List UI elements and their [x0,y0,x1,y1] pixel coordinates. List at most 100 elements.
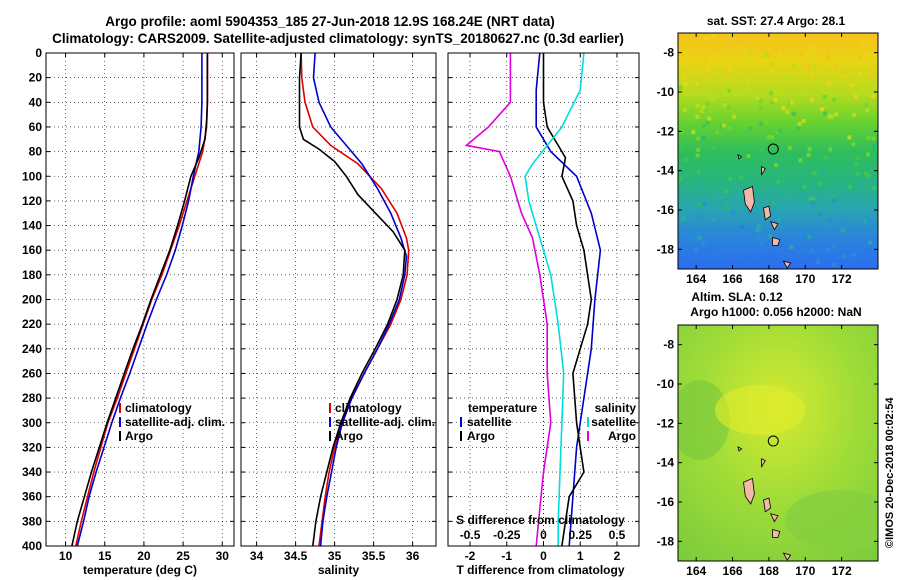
sst-pixel [832,263,837,267]
sst-pixel [781,106,786,111]
island-landmass [782,260,792,269]
map-x-tick-label: 172 [832,272,852,286]
sst-pixel [865,108,870,113]
sst-pixel [791,111,796,116]
sst-pixel [705,101,710,106]
sst-pixel [701,241,706,246]
sst-pixel [782,155,787,160]
sst-pixel [809,98,814,103]
island-landmass [769,221,779,231]
sst-pixel [734,176,739,181]
sst-pixel [696,147,701,152]
sst-pixel [765,237,769,242]
x-tick-label: 20 [137,549,151,563]
sst-pixel [777,128,782,133]
title-line2: Climatology: CARS2009. Satellite-adjuste… [52,31,624,46]
sst-pixel [834,64,839,69]
sst-pixel [733,33,738,37]
sst-pixel [819,169,824,174]
sst-pixel [867,248,872,252]
y-tick-label: 240 [22,342,42,356]
sst-pixel [695,114,700,119]
sst-pixel [792,63,797,68]
island-landmass [737,446,743,452]
sst-pixel [854,161,859,166]
series-line-satellite-adj-clim- [76,53,203,546]
map-y-tick-label: -8 [663,338,674,352]
sst-pixel [689,92,694,97]
sst-pixel [701,91,706,96]
x-tick-label: 30 [216,549,230,563]
sst-pixel [870,94,875,99]
sst-pixel [801,119,806,123]
sst-pixel [764,53,769,58]
sst-pixel [849,83,854,88]
sst-pixel [694,70,699,75]
island-landmass [772,528,781,538]
map-y-tick-label: -10 [657,85,675,99]
sst-pixel [809,115,814,120]
legend-item: satellite [467,415,512,429]
salinity-panel: 34 34.5 35 35.5 36 salinity climatologysatelli… [240,52,437,577]
sst-pixel [857,60,862,65]
island-landmass [737,154,743,160]
sla-map: Altim. SLA: 0.12 Argo h1000: 0.056 h2000… [657,290,879,578]
sst-pixel [855,193,860,198]
sst-pixel [724,90,728,95]
sst-pixel [773,97,778,102]
y-tick-label: 20 [29,71,43,85]
map-y-tick-label: -16 [657,203,675,217]
sst-pixel [791,181,796,186]
sst-pixel [822,94,827,99]
sst-pixel [735,196,740,201]
sst-pixel [757,224,762,228]
map-x-tick-label: 170 [795,272,815,286]
sst-pixel [842,254,847,259]
series-line-satellite-adj-clim- [312,53,408,546]
sst-pixel [826,55,831,60]
sst-pixel [681,75,686,80]
sst-pixel [816,260,821,265]
sst-pixel [871,136,876,141]
series-line-argo [71,53,209,546]
sst-pixel [708,197,713,201]
x-tick-label: 10 [59,549,73,563]
sst-pixel [697,235,702,240]
sst-pixel [771,201,776,206]
y-tick-label: 0 [35,46,42,60]
sst-pixel [695,153,700,158]
x-tick-label: 34 [250,549,264,563]
sst-pixel [871,143,876,148]
sst-pixel [712,189,717,194]
sst-pixel [710,96,715,101]
sst-pixel [808,196,813,201]
sst-map-title: sat. SST: 27.4 Argo: 28.1 [707,14,846,28]
y-tick-label: 60 [29,120,43,134]
island-landmass [769,513,779,523]
sst-pixel [704,71,709,76]
sst-pixel [693,247,698,252]
sst-pixel [832,245,837,250]
sst-pixel [860,40,865,45]
sst-pixel [695,103,700,108]
legend-item: satellite [591,415,636,429]
x-tick-label: 2 [614,549,621,563]
map-y-tick-label: -8 [663,46,674,60]
sst-pixel [693,236,698,241]
sst-pixel [766,134,771,139]
sst-pixel [840,72,845,77]
sst-pixel [825,247,830,252]
sst-pixel [856,156,861,161]
sst-pixel [818,181,823,186]
sst-pixel [774,163,779,168]
sst-pixel [868,52,873,57]
sst-pixel [866,152,871,157]
y-tick-label: 80 [29,145,43,159]
sst-pixel [825,38,830,43]
y-tick-label: 280 [22,391,42,405]
x-tick-label: -1 [501,549,512,563]
x-tick-label: -2 [465,549,476,563]
sst-pixel [807,147,812,151]
sst-pixel [723,204,728,209]
sst-pixel [711,146,716,151]
